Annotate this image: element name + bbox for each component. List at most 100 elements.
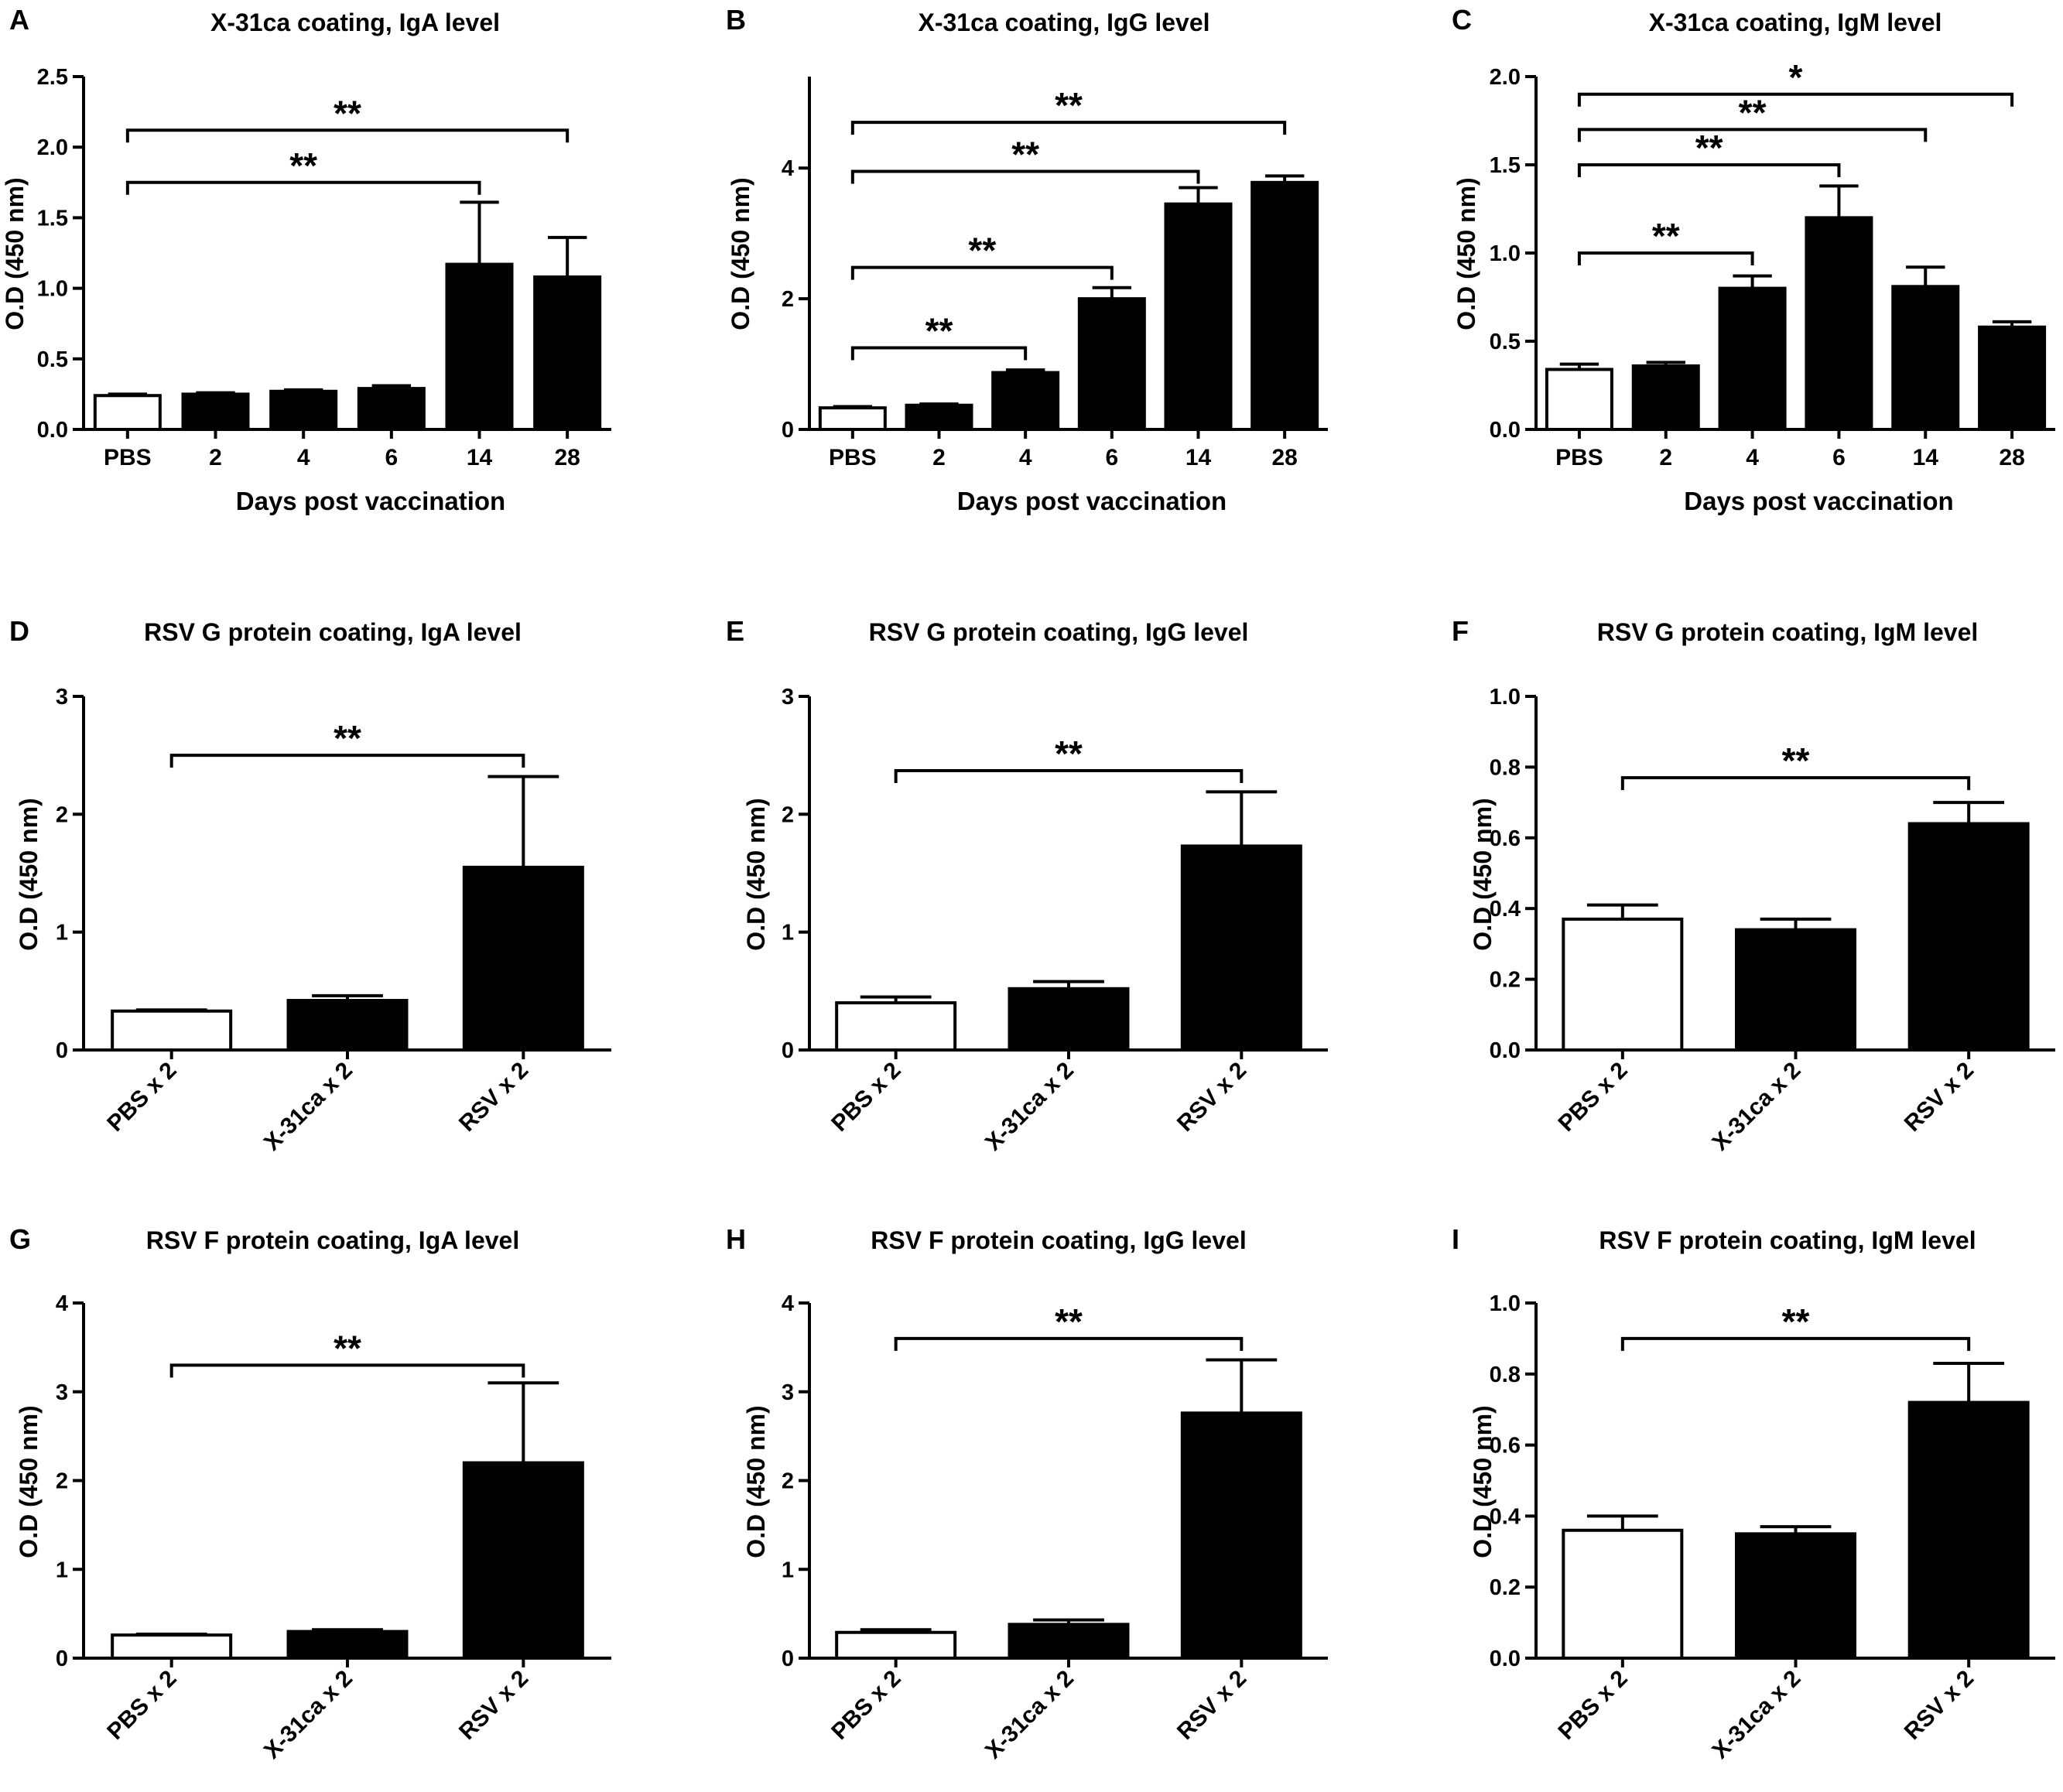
panel-d: D RSV G protein coating, IgA level 0 1 2 3 O.D… [9,615,611,1156]
x-tick-label: 2 [209,445,222,470]
x-tick-label: X-31ca x 2 [1707,1666,1805,1764]
y-tick-label: 2.0 [37,135,68,160]
x-axis-label: Days post vaccination [957,487,1227,515]
x-tick-label: PBS [104,445,152,470]
y-tick-label: 2 [56,1469,68,1494]
y-tick-label: 0.8 [1490,755,1521,780]
y-tick-label: 3 [782,685,794,710]
x-tick-label: RSV x 2 [1172,1058,1251,1137]
panel-e: E RSV G protein coating, IgG level 0 1 2 3 O.D… [726,615,1328,1156]
y-tick-label: 1.0 [1490,685,1521,710]
y-tick-label: 4 [782,1291,794,1316]
bar [1718,286,1787,431]
bar-control [1562,917,1684,1052]
significance-label: ** [334,718,361,758]
y-tick-label: 0.0 [37,418,68,443]
y-tick-label: 3 [782,1380,794,1405]
bar [1735,1532,1856,1660]
x-tick-label: PBS [1555,445,1603,470]
y-tick-label: 2 [782,802,794,827]
x-tick-label: 6 [1832,445,1846,470]
x-tick-label: PBS x 2 [1553,1058,1632,1137]
y-tick-label: 0 [782,1647,794,1671]
y-tick-label: 1.0 [1490,1291,1521,1316]
significance-label: ** [1055,1301,1083,1342]
y-tick-label: 2 [56,802,68,827]
y-axis-label: O.D (450 nm) [1,177,29,330]
bar [1891,285,1960,431]
significance-label: ** [1055,85,1083,125]
x-tick-label: 2 [932,445,946,470]
significance-label: ** [1011,134,1039,174]
bar [286,999,409,1052]
chart-title: RSV G protein coating, IgG level [869,618,1249,646]
significance-label: * [1789,57,1803,97]
bar [1735,928,1856,1052]
significance-label: ** [1739,92,1767,132]
y-tick-label: 3 [56,1380,68,1405]
x-tick-label: 14 [467,445,493,470]
bar [445,262,514,432]
panel-letter: F [1452,615,1469,647]
y-tick-label: 1 [56,1558,68,1582]
bar [462,865,584,1052]
chart-title: RSV F protein coating, IgG level [871,1226,1246,1254]
bar [1978,325,2047,432]
x-tick-label: RSV x 2 [1900,1666,1979,1745]
chart-title: X-31ca coating, IgM level [1649,9,1942,36]
bar-control [835,1630,957,1660]
significance-bracket [894,1336,1244,1351]
panel-h: H RSV F protein coating, IgG level 0 1 2 3 4 O.… [726,1223,1328,1764]
panel-letter: B [726,4,746,36]
x-tick-label: PBS [829,445,877,470]
panel-i: I RSV F protein coating, IgM level 0.0 0.2 0… [1452,1223,2055,1764]
y-tick-label: 0.5 [37,347,68,372]
panel-letter: E [726,615,744,647]
y-tick-label: 1.0 [37,277,68,302]
x-tick-label: 14 [1185,445,1212,470]
x-tick-label: X-31ca x 2 [980,1666,1079,1764]
significance-label: ** [968,231,996,271]
x-tick-label: RSV x 2 [454,1666,533,1745]
chart-title: RSV G protein coating, IgA level [144,618,522,646]
bar [1805,216,1873,431]
significance-bracket [894,768,1244,783]
panel-letter: D [9,615,29,647]
x-tick-label: X-31ca x 2 [259,1058,358,1156]
y-tick-label: 0.6 [1490,1434,1521,1459]
bar-control [1545,368,1613,432]
bar [533,275,602,431]
significance-label: ** [1695,128,1723,168]
y-tick-label: 1.0 [1490,241,1521,266]
bar-control [835,1001,957,1052]
x-tick-label: 4 [297,445,310,470]
x-tick-label: 28 [554,445,580,470]
bar [1164,202,1233,431]
x-tick-label: RSV x 2 [1172,1666,1251,1745]
panel-letter: A [9,4,29,36]
x-tick-label: PBS x 2 [826,1666,905,1745]
x-tick-label: 14 [1913,445,1939,470]
bar [1008,1623,1130,1660]
x-tick-label: 6 [385,445,398,470]
bar [1250,180,1319,432]
y-tick-label: 0 [782,1038,794,1063]
panel-b: B X-31ca coating, IgG level 0 2 4 O.D (450 nm… [726,4,1328,515]
y-axis-label: O.D (450 nm) [742,798,770,950]
y-tick-label: 0 [782,418,794,443]
x-tick-label: 4 [1746,445,1759,470]
significance-label: ** [289,145,317,186]
significance-label: ** [1055,734,1083,774]
x-tick-label: 4 [1019,445,1032,470]
x-axis-label: Days post vaccination [236,487,505,515]
chart-title: RSV F protein coating, IgM level [1599,1226,1976,1254]
x-tick-label: 28 [1999,445,2024,470]
bar [1077,297,1146,431]
y-axis-label: O.D (450 nm) [15,1405,43,1558]
chart-title: X-31ca coating, IgA level [210,9,500,36]
x-tick-label: PBS x 2 [1553,1666,1632,1745]
y-tick-label: 0.6 [1490,826,1521,851]
bar [1907,822,2030,1052]
x-tick-label: RSV x 2 [1900,1058,1979,1137]
